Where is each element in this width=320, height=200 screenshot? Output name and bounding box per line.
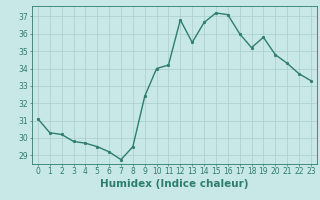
X-axis label: Humidex (Indice chaleur): Humidex (Indice chaleur) (100, 179, 249, 189)
